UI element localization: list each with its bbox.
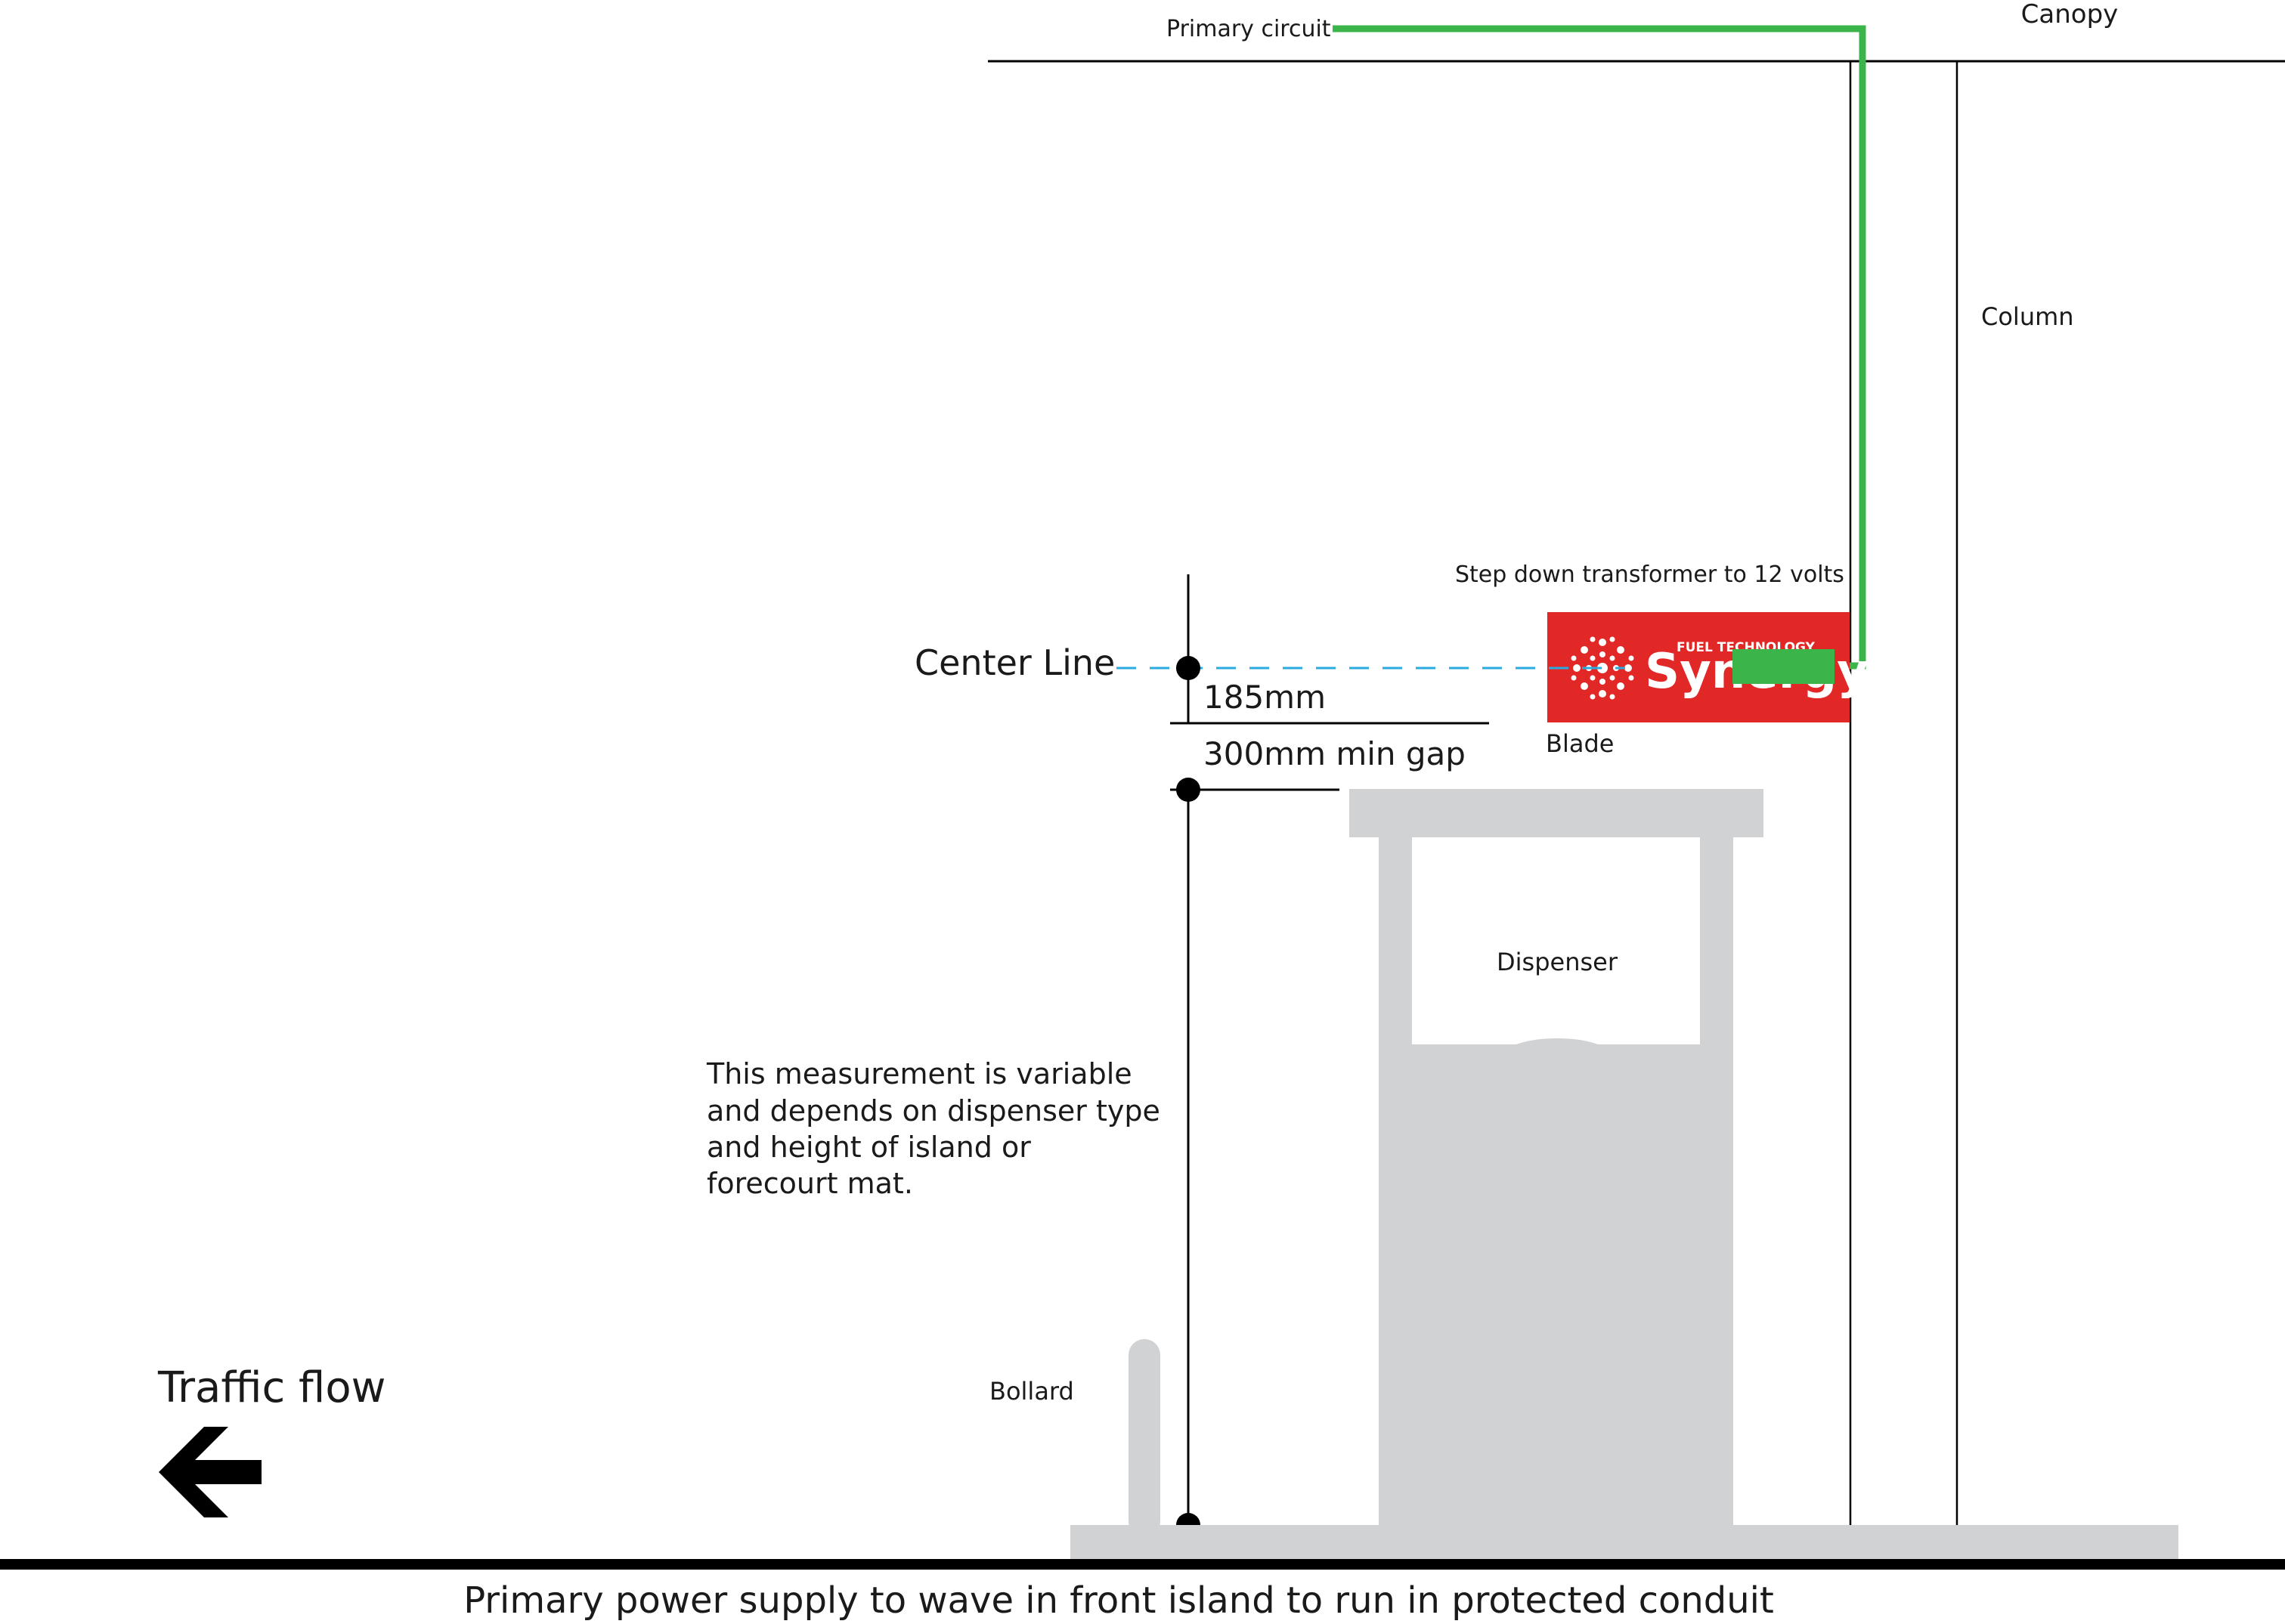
footer-caption: Primary power supply to wave in front is… <box>463 1579 1774 1622</box>
step-down-label: Step down transformer to 12 volts <box>1455 561 1844 588</box>
center-line-label: Center Line <box>915 642 1115 683</box>
center-dot <box>1176 656 1200 680</box>
gap-dot <box>1176 778 1200 802</box>
traffic-flow-label: Traffic flow <box>157 1363 385 1412</box>
ground-line <box>0 1559 2285 1570</box>
sunburst-dots-icon <box>1571 636 1634 700</box>
canopy-label: Canopy <box>2021 0 2119 29</box>
note-line: and depends on dispenser type <box>707 1094 1160 1128</box>
column-label: Column <box>1981 302 2074 331</box>
island-base <box>1070 1525 2178 1560</box>
measurement-note: This measurement is variable and depends… <box>706 1057 1169 1200</box>
note-line: and height of island or <box>707 1131 1031 1164</box>
note-line: This measurement is variable <box>706 1057 1132 1090</box>
bollard-label: Bollard <box>989 1377 1074 1406</box>
dispenser <box>1349 789 1763 1529</box>
note-line: forecourt mat. <box>707 1167 913 1200</box>
primary-circuit-label: Primary circuit <box>1166 16 1331 42</box>
dim-185-label: 185mm <box>1203 679 1326 716</box>
bollard <box>1129 1339 1160 1537</box>
transformer-box <box>1732 649 1835 684</box>
dispenser-label: Dispenser <box>1497 948 1618 976</box>
blade-label: Blade <box>1546 729 1614 758</box>
arrow-left-icon <box>159 1427 262 1517</box>
dim-300-label: 300mm min gap <box>1203 735 1466 772</box>
